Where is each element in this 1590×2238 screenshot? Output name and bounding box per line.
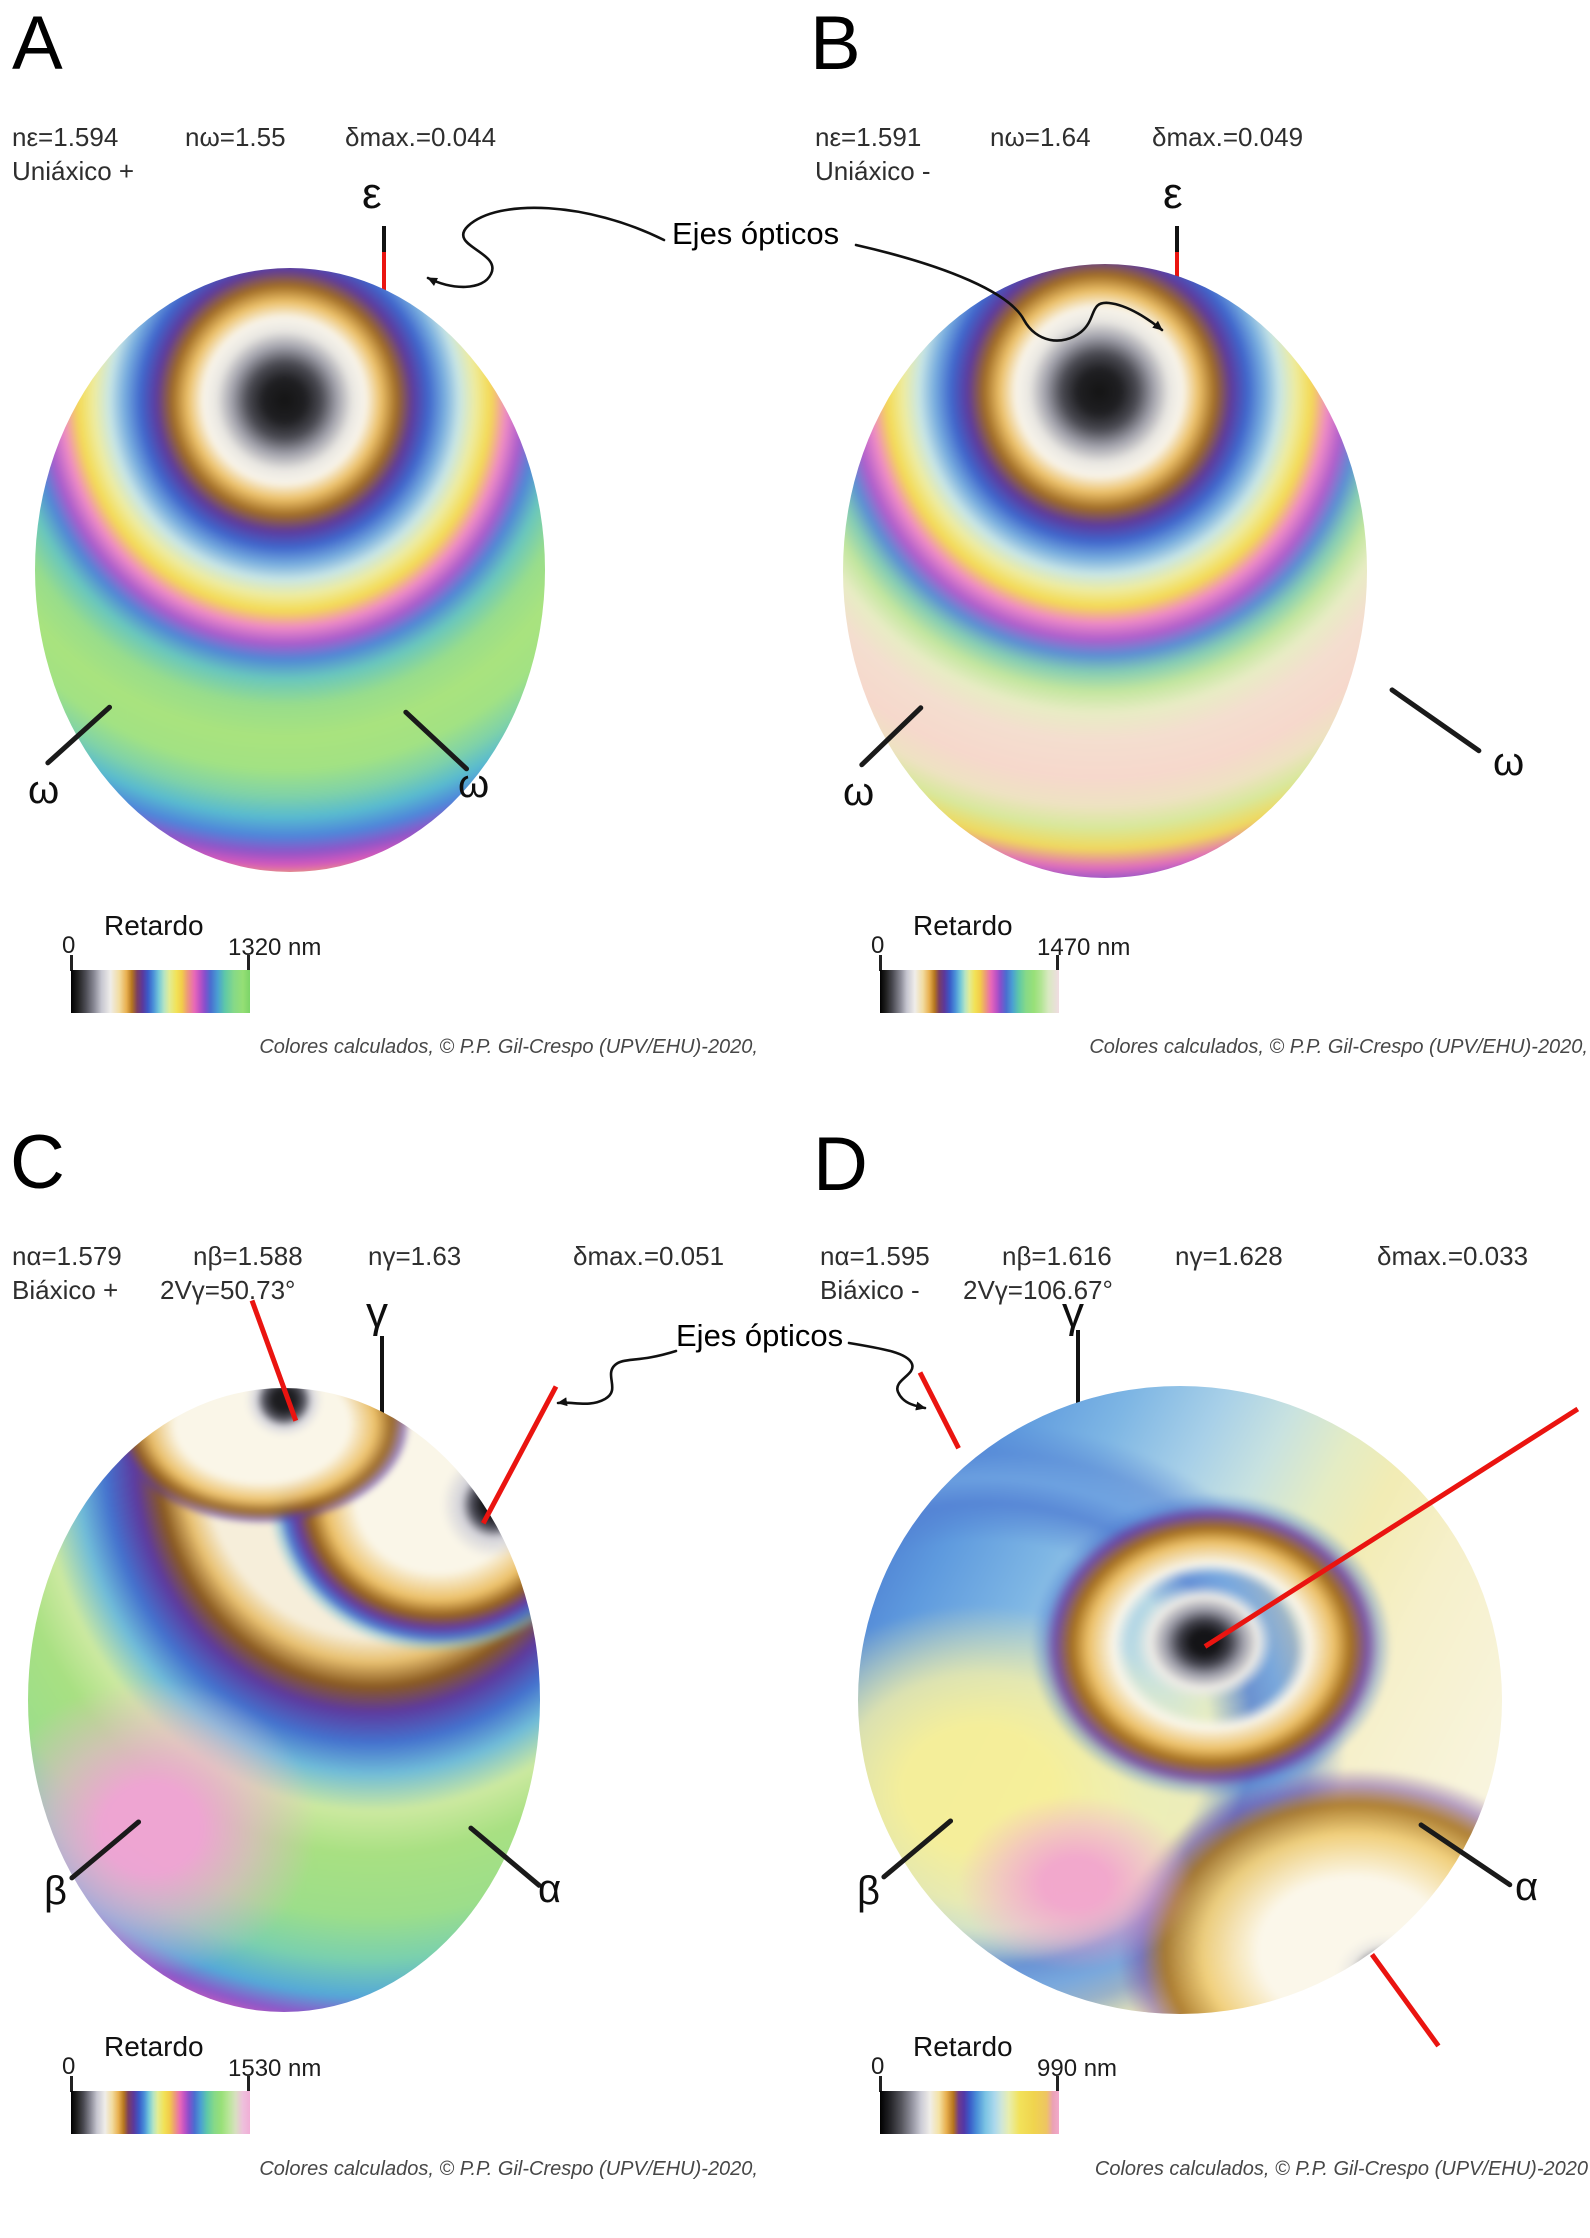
credit-line: Colores calculados, © P.P. Gil-Crespo (U… <box>259 2158 758 2180</box>
colorbar-max-label: 990 nm <box>1037 2055 1118 2082</box>
credit-line: Colores calculados, © P.P. Gil-Crespo (U… <box>1089 1036 1588 1058</box>
colorbar-min-label: 0 <box>871 932 885 959</box>
sphere-C-colormap <box>28 1388 540 2012</box>
panel-C-letter: C <box>10 1120 65 1205</box>
colorbar-tick <box>247 2076 250 2092</box>
panel-B: B nε=1.591 nω=1.64 δmax.=0.049 Uniáxico … <box>795 0 1590 1119</box>
optic-sign-label: Biáxico + <box>12 1275 119 1305</box>
param-n-epsilon: nε=1.594 <box>12 122 119 152</box>
colorbar-max-label: 1320 nm <box>228 934 322 961</box>
param-n-alpha: nα=1.579 <box>12 1241 122 1271</box>
colorbar-tick <box>1056 2076 1059 2092</box>
colorbar-tick <box>879 955 882 971</box>
retardation-colorbar <box>880 970 1059 1013</box>
colorbar-tick <box>247 955 250 971</box>
param-n-omega: nω=1.55 <box>185 122 286 152</box>
interference-color-sphere-B <box>843 264 1367 878</box>
colorbar-tick <box>70 2076 73 2092</box>
panel-C: C nα=1.579 nβ=1.588 nγ=1.63 δmax.=0.051 … <box>0 1119 795 2238</box>
colorbar-title: Retardo <box>104 910 204 941</box>
epsilon-axis-label: ε <box>1163 169 1183 218</box>
omega-axis-label-left: ω <box>843 770 875 814</box>
colorbar-tick <box>879 2076 882 2092</box>
colorbar-title: Retardo <box>913 2031 1013 2062</box>
alpha-axis-label: α <box>538 1867 562 1911</box>
epsilon-axis-label: ε <box>362 169 382 218</box>
param-delta-max: δmax.=0.033 <box>1377 1241 1529 1271</box>
colorbar-max-label: 1470 nm <box>1037 934 1131 961</box>
param-delta-max: δmax.=0.051 <box>573 1241 725 1271</box>
omega-axis-label-right: ω <box>1493 740 1525 784</box>
param-n-epsilon: nε=1.591 <box>815 122 922 152</box>
optic-sign-label: Biáxico - <box>820 1275 920 1305</box>
colorbar-max-label: 1530 nm <box>228 2055 322 2082</box>
colorbar-min-label: 0 <box>62 2053 76 2080</box>
panel-B-letter: B <box>810 1 861 86</box>
omega-axis-label-left: ω <box>28 768 60 812</box>
optic-sign-label: Uniáxico - <box>815 156 931 186</box>
panel-D: D nα=1.595 nβ=1.616 nγ=1.628 δmax.=0.033… <box>795 1119 1590 2238</box>
param-n-gamma: nγ=1.63 <box>368 1241 462 1271</box>
param-n-omega: nω=1.64 <box>990 122 1091 152</box>
colorbar-tick <box>70 955 73 971</box>
interference-color-sphere-C <box>28 1388 540 2012</box>
colorbar-title: Retardo <box>104 2031 204 2062</box>
optic-axes-annotation-bottom: Ejes ópticos <box>676 1318 844 1353</box>
sphere-D-colormap <box>858 1386 1502 2014</box>
axis-tick-line <box>1388 686 1483 755</box>
alpha-axis-label: α <box>1515 1865 1539 1909</box>
param-n-gamma: nγ=1.628 <box>1175 1241 1283 1271</box>
credit-line: Colores calculados, © P.P. Gil-Crespo (U… <box>1094 2158 1588 2180</box>
beta-axis-label: β <box>44 1869 68 1913</box>
colorbar-title: Retardo <box>913 910 1013 941</box>
retardation-colorbar <box>71 2091 250 2134</box>
param-n-alpha: nα=1.595 <box>820 1241 930 1271</box>
colorbar-min-label: 0 <box>62 932 76 959</box>
retardation-colorbar <box>880 2091 1059 2134</box>
gamma-axis-label: γ <box>1062 1288 1084 1337</box>
two-v-gamma-label: 2Vγ=106.67° <box>963 1275 1113 1305</box>
credit-line: Colores calculados, © P.P. Gil-Crespo (U… <box>259 1036 758 1058</box>
interference-color-sphere-A <box>35 268 545 872</box>
two-v-gamma-label: 2Vγ=50.73° <box>160 1275 296 1305</box>
param-delta-max: δmax.=0.049 <box>1152 122 1304 152</box>
param-n-beta: nβ=1.616 <box>1002 1241 1112 1271</box>
param-delta-max: δmax.=0.044 <box>345 122 497 152</box>
omega-axis-label-right: ω <box>458 762 490 806</box>
param-n-beta: nβ=1.588 <box>193 1241 303 1271</box>
epsilon-axis-line <box>1175 226 1179 252</box>
panel-D-letter: D <box>813 1122 868 1207</box>
gamma-axis-label: γ <box>366 1288 388 1337</box>
beta-axis-label: β <box>857 1869 881 1913</box>
optic-sign-label: Uniáxico + <box>12 156 135 186</box>
panel-A: A nε=1.594 nω=1.55 δmax.=0.044 Uniáxico … <box>0 0 795 1119</box>
colorbar-min-label: 0 <box>871 2053 885 2080</box>
optic-axes-annotation-top: Ejes ópticos <box>672 216 840 251</box>
sphere-A-colormap <box>35 268 545 872</box>
interference-color-sphere-D <box>858 1386 1502 2014</box>
colorbar-tick <box>1056 955 1059 971</box>
sphere-B-colormap <box>843 264 1367 878</box>
retardation-colorbar <box>71 970 250 1013</box>
epsilon-axis-line <box>382 226 386 252</box>
panel-A-letter: A <box>12 1 63 86</box>
